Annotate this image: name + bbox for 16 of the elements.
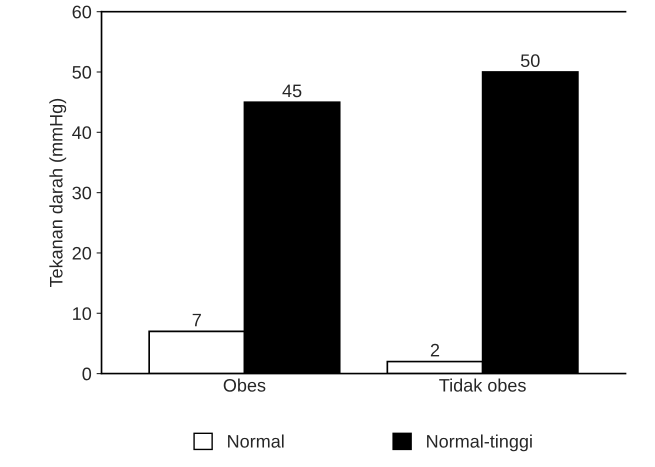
y-tick-label: 20	[72, 246, 92, 260]
legend-label: Normal-tinggi	[427, 434, 532, 452]
y-tick-label: 0	[82, 368, 92, 380]
y-tick-label: 50	[72, 66, 92, 79]
data-label: 7	[192, 314, 201, 326]
y-tick-label: 60	[72, 6, 92, 18]
y-tick-label: 10	[73, 307, 92, 320]
data-label: 2	[430, 344, 440, 356]
y-tick-label: 40	[72, 126, 92, 140]
x-tick-label: Tidak obes	[439, 378, 526, 392]
y-axis-title: Tekanan darah (mmHg)	[49, 98, 66, 288]
data-label: 45	[282, 84, 302, 98]
legend-label: Normal	[228, 434, 284, 448]
y-tick-label: 30	[72, 186, 92, 200]
x-tick-label: Obes	[224, 378, 266, 392]
data-label: 50	[520, 54, 540, 68]
